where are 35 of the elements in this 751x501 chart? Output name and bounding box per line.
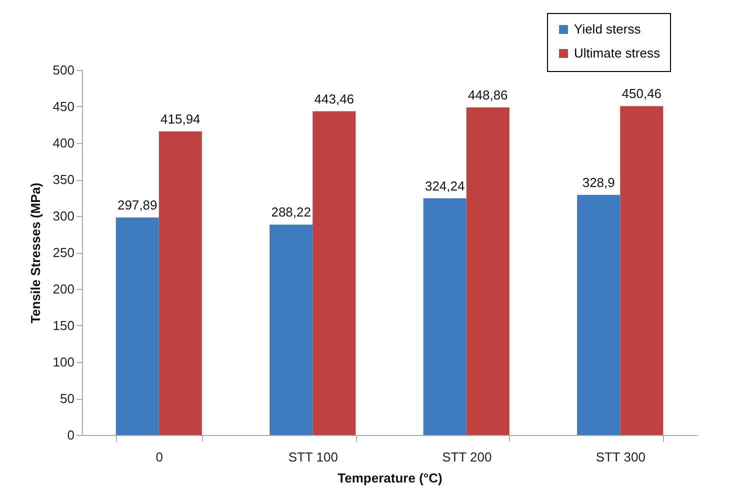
bar [620,106,664,435]
y-tick-label: 100 [52,354,74,370]
bar [577,194,620,435]
legend-label: Ultimate stress [574,46,660,60]
x-tick-label: STT 100 [288,450,338,464]
x-tick-label: 0 [156,450,163,464]
bar [158,131,202,435]
data-label: 328,9 [582,174,615,190]
y-tick-label: 150 [52,318,74,333]
y-tick-label: 500 [52,62,74,78]
x-tick-label: STT 200 [442,450,492,464]
data-label: 324,24 [424,178,465,194]
bar [270,224,313,435]
bar [423,198,466,435]
bar [466,107,510,435]
data-label: 415,94 [160,111,200,126]
legend-label: Yield sterss [574,22,642,36]
x-axis-title: Temperature (°C) [338,470,442,486]
x-tick-label: STT 300 [596,450,646,464]
bar [116,218,159,435]
bar [312,111,356,435]
y-tick-label: 0 [67,428,74,442]
data-label: 297,89 [117,198,158,213]
y-tick-label: 250 [52,245,74,260]
y-tick-label: 350 [52,172,74,187]
y-tick-label: 200 [52,282,74,296]
data-label: 450,46 [622,86,662,102]
data-label: 448,86 [468,87,508,102]
y-tick-label: 300 [52,208,74,224]
y-axis-title: Tensile Stresses (MPa) [28,182,43,324]
y-tick-label: 450 [52,99,74,114]
data-label: 288,22 [271,204,311,220]
y-tick-label: 50 [60,391,74,406]
data-label: 443,46 [314,91,354,106]
y-tick-label: 400 [52,136,74,150]
